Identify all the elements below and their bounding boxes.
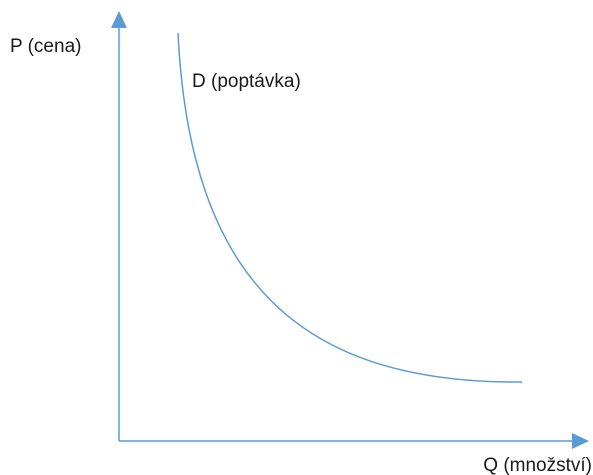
demand-curve: [177, 32, 523, 383]
y-axis-label: P (cena): [10, 36, 81, 57]
x-axis-arrowhead: [572, 433, 589, 449]
curve-label: D (poptávka): [192, 71, 301, 92]
y-axis-arrowhead: [111, 11, 127, 28]
x-axis-label: Q (množství): [483, 455, 592, 475]
